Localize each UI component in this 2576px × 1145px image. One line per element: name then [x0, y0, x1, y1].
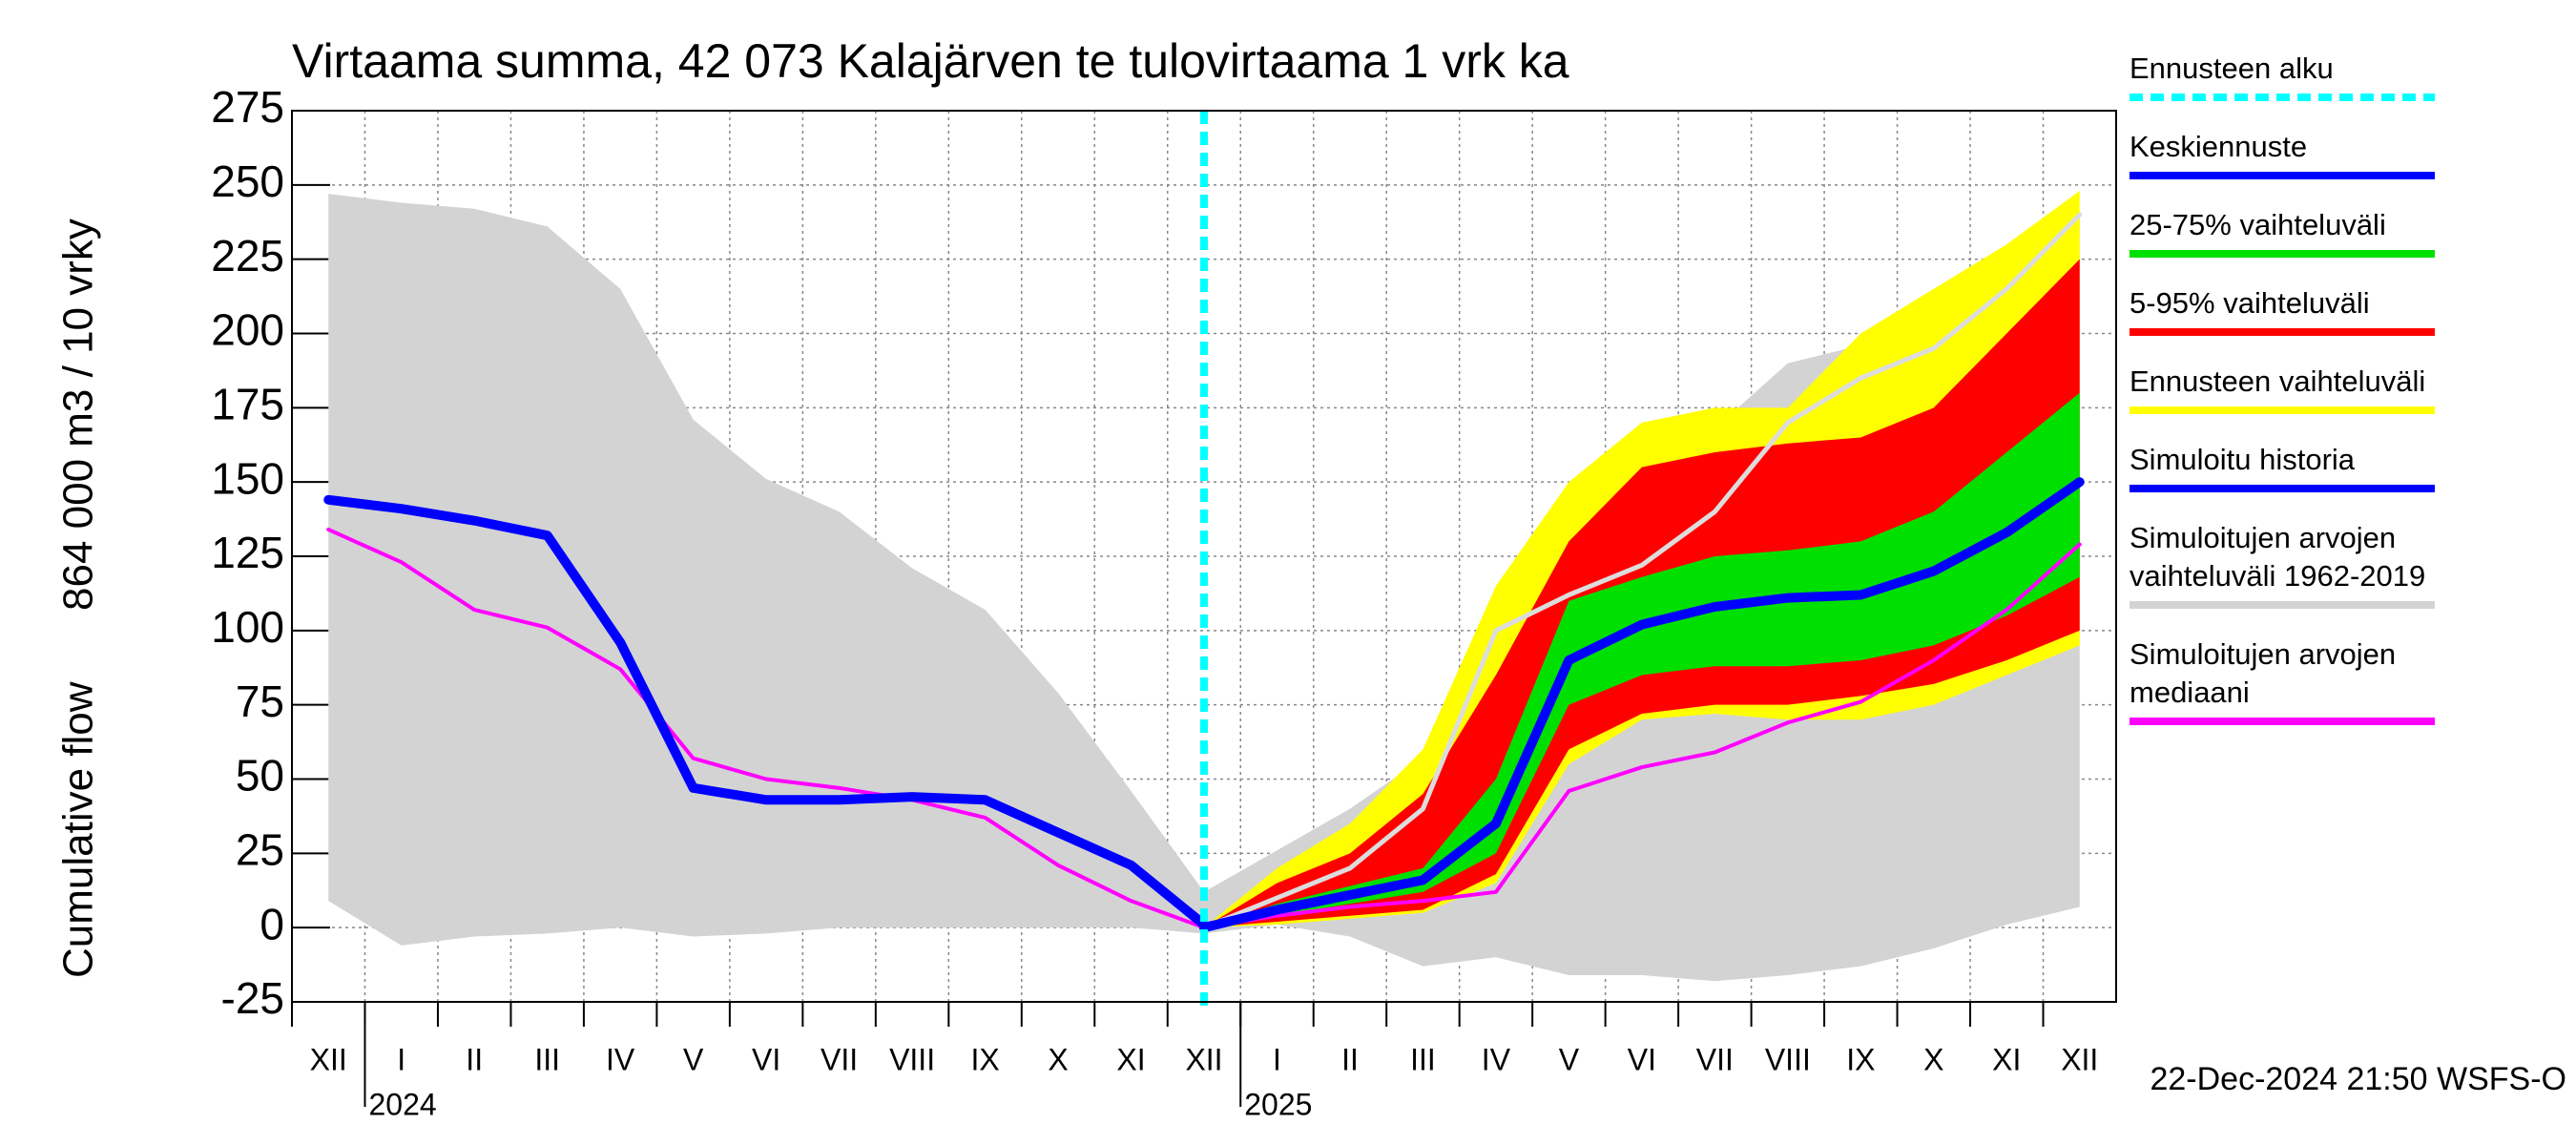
- y-tick-label: 250: [211, 156, 284, 206]
- y-tick-label: 50: [236, 751, 284, 801]
- range-band: [1204, 392, 2080, 928]
- legend-swatch: [2129, 718, 2435, 725]
- legend-label: 25-75% vaihteluväli: [2129, 208, 2386, 241]
- plot-frame: [291, 110, 2117, 1003]
- x-tick-label: VIII: [889, 1042, 935, 1076]
- legend-label: Simuloitu historia: [2129, 443, 2356, 476]
- legend-swatch: [2129, 250, 2435, 258]
- y-tick-label: 175: [211, 379, 284, 428]
- x-tick-label: VII: [821, 1042, 858, 1076]
- x-tick-label: X: [1048, 1042, 1068, 1076]
- legend-entry: Keskiennuste: [2129, 128, 2444, 179]
- line: [1201, 212, 2083, 930]
- legend-swatch: [2129, 485, 2435, 492]
- x-tick-label: VII: [1696, 1042, 1734, 1076]
- legend-label: 5-95% vaihteluväli: [2129, 286, 2370, 320]
- legend-label: Ennusteen alku: [2129, 52, 2334, 85]
- y-tick-label: 100: [211, 602, 284, 652]
- y-tick-label: -25: [221, 973, 284, 1023]
- legend-entry: Simuloitu historia: [2129, 441, 2444, 492]
- x-tick-label: III: [534, 1042, 560, 1076]
- x-tick-label: I: [397, 1042, 405, 1076]
- legend-label: Ennusteen vaihteluväli: [2129, 364, 2426, 398]
- y-tick-label: 25: [236, 824, 284, 874]
- x-tick-label: IX: [1846, 1042, 1875, 1076]
- series-layer: [323, 191, 2085, 982]
- year-label: 2025: [1244, 1087, 1312, 1121]
- footer: 22-Dec-2024 21:50 WSFS-O: [2150, 1061, 2566, 1097]
- x-tick-label: IV: [1482, 1042, 1511, 1076]
- x-tick-label: V: [1559, 1042, 1580, 1076]
- x-tick-label: II: [466, 1042, 483, 1076]
- x-tick-label: XII: [2061, 1042, 2098, 1076]
- y-tick-label: 75: [236, 677, 284, 726]
- x-tick-label: VIII: [1765, 1042, 1811, 1076]
- legend-entry: 5-95% vaihteluväli: [2129, 284, 2444, 336]
- y-tick-label: 0: [260, 899, 284, 948]
- legend-entry: Simuloitujen arvojen vaihteluväli 1962-2…: [2129, 519, 2444, 609]
- x-tick-label: VI: [752, 1042, 780, 1076]
- x-tick-label: XI: [1992, 1042, 2021, 1076]
- legend-entry: 25-75% vaihteluväli: [2129, 206, 2444, 258]
- legend-entry: Ennusteen alku: [2129, 50, 2444, 101]
- y-tick-label: 200: [211, 305, 284, 355]
- y-axis-label: Cumulative flow: [55, 681, 102, 978]
- line: [1199, 477, 2085, 933]
- x-tick-label: VI: [1628, 1042, 1656, 1076]
- legend-swatch: [2129, 601, 2435, 609]
- x-tick-label: III: [1410, 1042, 1436, 1076]
- line: [323, 494, 1209, 930]
- x-tick-label: X: [1923, 1042, 1943, 1076]
- x-tick-label: IX: [970, 1042, 999, 1076]
- chart-title: Virtaama summa, 42 073 Kalajärven te tul…: [292, 34, 1569, 88]
- x-tick-label: IV: [606, 1042, 635, 1076]
- y-axis-label: 864 000 m3 / 10 vrky: [55, 219, 102, 611]
- y-tick-label: 275: [211, 82, 284, 132]
- legend-swatch: [2129, 406, 2435, 414]
- legend-entry: Ennusteen vaihteluväli: [2129, 363, 2444, 414]
- legend-label: Simuloitujen arvojen mediaani: [2129, 637, 2397, 709]
- legend-entry: Simuloitujen arvojen mediaani: [2129, 635, 2444, 725]
- x-tick-label: II: [1341, 1042, 1359, 1076]
- legend-swatch: [2129, 328, 2435, 336]
- legend-label: Keskiennuste: [2129, 130, 2308, 163]
- x-tick-label: V: [683, 1042, 704, 1076]
- legend-swatch: [2129, 172, 2435, 179]
- year-label: 2024: [368, 1087, 436, 1121]
- legend-swatch: [2129, 94, 2435, 101]
- x-tick-label: XII: [310, 1042, 347, 1076]
- x-tick-label: XII: [1185, 1042, 1222, 1076]
- y-tick-label: 225: [211, 231, 284, 281]
- range-band: [328, 194, 2080, 982]
- x-tick-label: XI: [1116, 1042, 1145, 1076]
- y-tick-label: 125: [211, 528, 284, 577]
- y-tick-label: 150: [211, 453, 284, 503]
- x-tick-label: I: [1273, 1042, 1281, 1076]
- legend-label: Simuloitujen arvojen vaihteluväli 1962-2…: [2129, 521, 2426, 593]
